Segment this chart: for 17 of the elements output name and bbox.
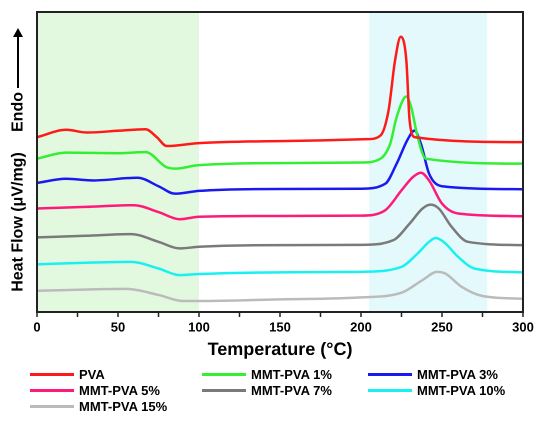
x-tick-label: 250 xyxy=(431,319,453,334)
legend-label: MMT-PVA 1% xyxy=(251,367,332,382)
legend-label: MMT-PVA 10% xyxy=(417,383,506,398)
x-axis-title: Temperature (°C) xyxy=(208,339,352,360)
legend-label: MMT-PVA 7% xyxy=(251,383,332,398)
x-tick-label: 300 xyxy=(512,319,534,334)
legend-label: MMT-PVA 3% xyxy=(417,367,498,382)
legend-label: MMT-PVA 15% xyxy=(79,399,168,414)
x-tick-label: 150 xyxy=(269,319,291,334)
legend-label: MMT-PVA 5% xyxy=(79,383,160,398)
y-axis-title: Heat Flow (μV/mg) xyxy=(9,152,26,292)
x-tick-label: 200 xyxy=(350,319,372,334)
x-tick-label: 0 xyxy=(33,319,41,334)
text: Endo xyxy=(9,92,26,132)
legend-label: PVA xyxy=(79,367,105,382)
x-tick-label: 100 xyxy=(188,319,210,334)
x-tick-label: 50 xyxy=(110,319,126,334)
